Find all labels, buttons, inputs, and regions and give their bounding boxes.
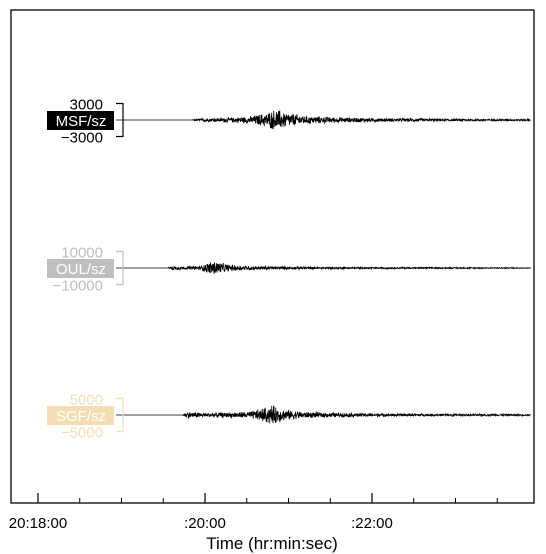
trace-2 — [116, 405, 531, 424]
station-label: OUL/sz — [56, 261, 106, 278]
x-axis-label: Time (hr:min:sec) — [206, 534, 338, 553]
amplitude-high-label: 10000 — [61, 245, 103, 262]
station-label-box — [47, 406, 114, 425]
trace-1 — [116, 262, 531, 274]
x-tick-label: 20:18:00 — [9, 515, 67, 532]
amplitude-low-label: −3000 — [61, 130, 103, 147]
scale-bracket — [116, 102, 124, 138]
station-label: SGF/sz — [56, 408, 106, 425]
x-axis-ticks: 20:18:00 :20:00 :22:00 — [9, 493, 498, 532]
x-tick-label: :22:00 — [351, 515, 393, 532]
trace-group — [116, 110, 531, 424]
scale-bracket — [116, 397, 124, 433]
station-label: MSF/sz — [56, 113, 107, 130]
trace-0 — [116, 110, 531, 130]
amplitude-low-label: −10000 — [53, 278, 103, 295]
scale-bracket — [116, 250, 124, 286]
station-label-box — [47, 259, 114, 278]
x-tick-label: :20:00 — [184, 515, 226, 532]
station-label-box — [47, 111, 114, 130]
amplitude-high-label: 5000 — [70, 392, 103, 409]
amplitude-high-label: 3000 — [70, 97, 103, 114]
amplitude-low-label: −5000 — [61, 425, 103, 442]
